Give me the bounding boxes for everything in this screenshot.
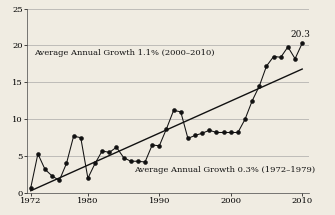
Text: Average Annual Growth 1.1% (2000–2010): Average Annual Growth 1.1% (2000–2010) <box>34 49 215 57</box>
Text: Average Annual Growth 0.3% (1972–1979): Average Annual Growth 0.3% (1972–1979) <box>134 166 316 174</box>
Text: 20.3: 20.3 <box>290 30 310 38</box>
